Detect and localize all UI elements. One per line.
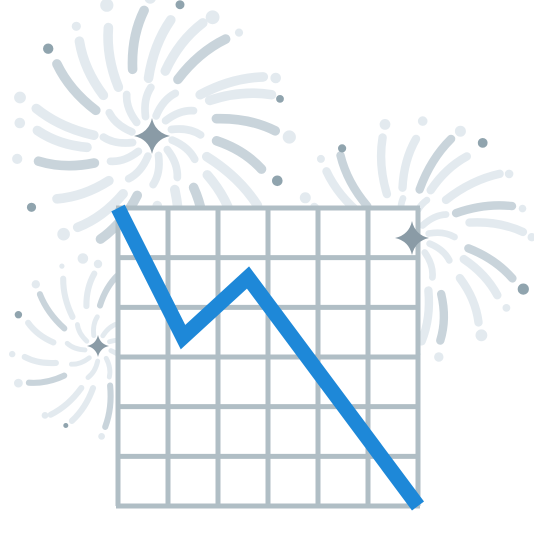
- sparkles-group: [87, 118, 429, 357]
- line-chart-icon: [111, 204, 425, 511]
- sparkle-icon: [87, 335, 109, 357]
- sparkle-icon: [395, 221, 429, 255]
- sparkle-icon: [134, 118, 170, 154]
- chart-series-line: [111, 204, 425, 511]
- chart-grid: [115, 205, 421, 509]
